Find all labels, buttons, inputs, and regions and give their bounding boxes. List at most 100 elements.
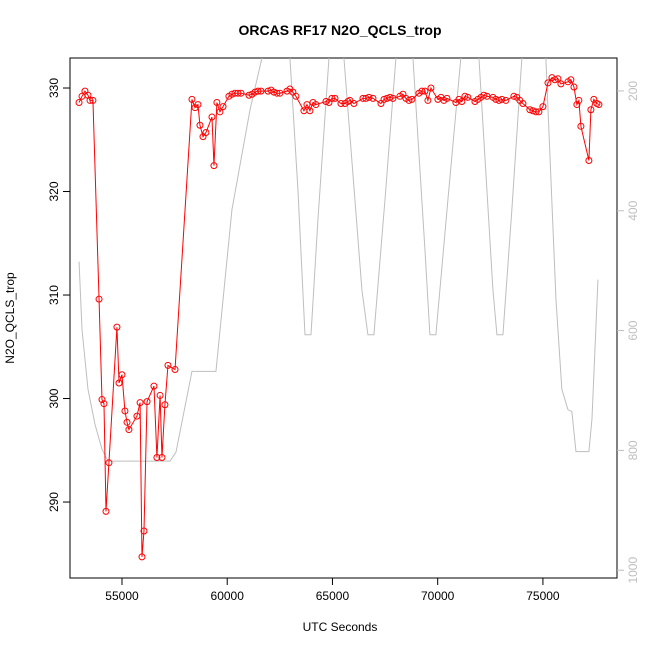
data-point: [535, 108, 543, 116]
data-point: [331, 94, 339, 102]
data-point: [213, 99, 221, 107]
data-point: [495, 96, 503, 104]
chart-title: ORCAS RF17 N2O_QCLS_trop: [238, 22, 441, 38]
data-point: [89, 96, 97, 104]
y2-tick-label: 200: [626, 81, 640, 101]
data-point: [123, 418, 131, 426]
y2-tick-label: 1000: [626, 557, 640, 584]
data-point: [570, 83, 578, 91]
data-point: [138, 553, 146, 561]
data-point: [386, 93, 394, 101]
data-point: [539, 103, 547, 111]
data-point: [328, 94, 336, 102]
data-point: [424, 96, 432, 104]
data-point: [254, 87, 262, 95]
data-point: [150, 382, 158, 390]
data-point: [573, 101, 581, 109]
data-point: [418, 87, 426, 95]
x-tick-label: 60000: [211, 589, 245, 603]
data-point: [502, 96, 510, 104]
data-point: [125, 426, 133, 434]
y-tick-label: 310: [47, 285, 61, 305]
x-tick-label: 65000: [316, 589, 350, 603]
data-point: [551, 76, 559, 84]
data-point: [164, 361, 172, 369]
data-point: [567, 76, 575, 84]
data-point: [365, 93, 373, 101]
data-point: [303, 101, 311, 109]
data-point: [140, 527, 148, 535]
data-point: [113, 323, 121, 331]
data-point: [408, 95, 416, 103]
data-point: [350, 100, 358, 108]
data-point: [369, 94, 377, 102]
data-point: [237, 89, 245, 97]
y-tick-label: 290: [47, 492, 61, 512]
data-point: [292, 92, 300, 100]
series-line: [78, 58, 599, 462]
data-point: [557, 80, 565, 88]
data-point: [544, 79, 552, 87]
series-line: [78, 76, 600, 557]
data-point: [362, 94, 370, 102]
data-point: [245, 91, 253, 99]
data-point: [75, 99, 83, 107]
data-point: [554, 75, 562, 83]
data-point: [102, 507, 110, 515]
data-point: [153, 454, 161, 462]
data-point: [156, 391, 164, 399]
data-point: [216, 108, 224, 116]
data-point: [219, 103, 227, 111]
x-tick-label: 70000: [421, 589, 455, 603]
data-point: [158, 454, 166, 462]
data-point: [105, 459, 113, 467]
data-point: [427, 84, 435, 92]
y2-tick-label: 600: [626, 320, 640, 340]
data-point: [115, 379, 123, 387]
data-point: [585, 156, 593, 164]
data-point: [86, 96, 94, 104]
data-point: [405, 96, 413, 104]
data-point: [208, 113, 216, 121]
data-point: [480, 91, 488, 99]
x-tick-label: 55000: [105, 589, 139, 603]
data-point: [577, 122, 585, 130]
data-point: [421, 87, 429, 95]
data-point: [133, 412, 141, 420]
data-point: [464, 93, 472, 101]
y-tick-label: 300: [47, 388, 61, 408]
data-point: [188, 95, 196, 103]
x-axis-label: UTC Seconds: [303, 620, 378, 634]
x-tick-label: 75000: [526, 589, 560, 603]
data-point: [510, 92, 518, 100]
data-point: [526, 106, 534, 114]
data-point: [196, 121, 204, 129]
data-point: [161, 401, 169, 409]
data-point: [143, 398, 151, 406]
data-point: [98, 396, 106, 404]
data-point: [136, 399, 144, 407]
data-point: [380, 95, 388, 103]
data-point: [95, 295, 103, 303]
data-point: [458, 97, 466, 105]
data-point: [100, 400, 108, 408]
data-point: [257, 87, 265, 95]
data-point: [587, 106, 595, 114]
data-point: [202, 129, 210, 137]
data-point: [276, 89, 284, 97]
y-tick-label: 320: [47, 181, 61, 201]
y2-tick-label: 400: [626, 200, 640, 220]
data-point: [575, 96, 583, 104]
data-point: [443, 94, 451, 102]
data-point: [532, 108, 540, 116]
data-point: [210, 162, 218, 170]
data-point: [519, 100, 527, 108]
y-tick-label: 330: [47, 78, 61, 98]
data-point: [389, 94, 397, 102]
data-point: [194, 101, 202, 109]
data-point: [306, 107, 314, 115]
y2-tick-label: 800: [626, 440, 640, 460]
plot-frame: [69, 57, 618, 579]
